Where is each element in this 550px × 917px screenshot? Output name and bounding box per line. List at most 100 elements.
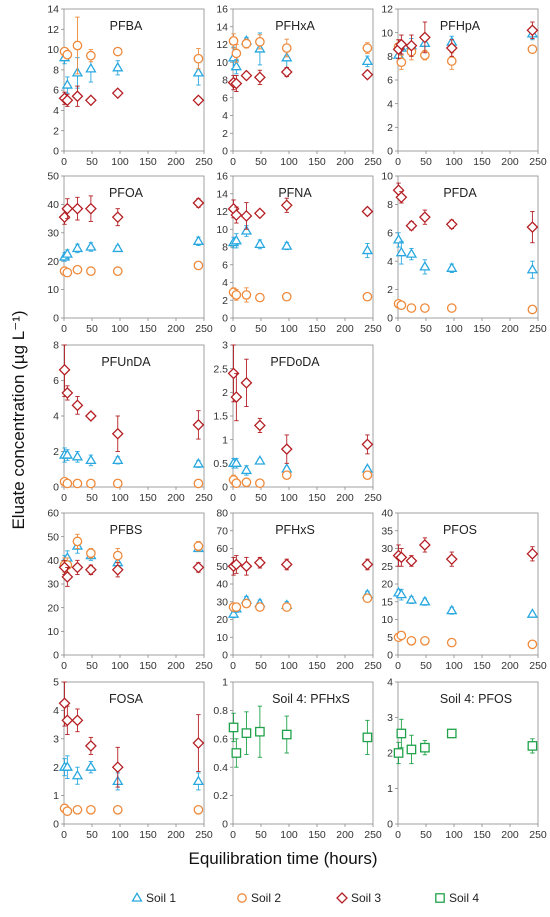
y-tick-label: 20: [381, 579, 393, 591]
y-tick-label: 16: [216, 4, 228, 16]
panel-pfos: 0 5 10 15 20 25 30 35 40 0 50 100 150 200 250 PFOS: [381, 508, 547, 672]
x-tick-label: 0: [230, 660, 236, 672]
x-tick-label: 100: [280, 829, 298, 841]
y-tick-label: 2: [222, 387, 228, 399]
data-point-soil-3: [405, 39, 418, 52]
data-point-soil-3: [361, 558, 374, 571]
y-axis-label: Eluate concentration (µg L⁻¹): [9, 310, 28, 529]
y-tick-label: 14: [216, 21, 228, 33]
y-tick-label: 0: [222, 650, 228, 662]
data-point-soil-3: [418, 539, 431, 551]
data-point-soil-3: [230, 391, 243, 403]
data-point-soil-3: [61, 387, 74, 399]
data-point-soil-2: [362, 291, 373, 302]
data-point-soil-2: [446, 637, 457, 648]
x-tick-label: 250: [195, 323, 213, 335]
data-point-soil-4: [396, 728, 407, 739]
data-point-soil-2: [193, 260, 204, 271]
x-tick-label: 100: [280, 492, 298, 504]
y-tick-label: 2: [53, 446, 59, 458]
plot-frame: [63, 8, 205, 152]
x-tick-label: 100: [111, 492, 129, 504]
y-tick-label: 60: [47, 508, 59, 520]
y-tick-label: 8: [387, 51, 393, 63]
data-point-soil-3: [280, 558, 293, 571]
x-tick-label: 150: [473, 156, 491, 168]
y-tick-label: 2: [387, 284, 393, 296]
x-tick-label: 0: [395, 323, 401, 335]
data-point-soil-1: [85, 62, 97, 73]
x-tick-label: 200: [501, 156, 519, 168]
y-tick-label: 0: [222, 313, 228, 325]
panel-title: PFOS: [443, 523, 477, 537]
data-point-soil-2: [62, 267, 73, 278]
y-tick-label: 10: [216, 224, 228, 236]
x-tick-label: 0: [61, 660, 67, 672]
y-tick-label: 6: [53, 375, 59, 387]
data-point-soil-1: [405, 248, 418, 258]
x-tick-label: 50: [420, 660, 432, 672]
data-point-soil-2: [446, 303, 457, 313]
x-tick-label: 200: [336, 660, 354, 672]
x-tick-label: 150: [308, 660, 326, 672]
x-tick-label: 250: [195, 660, 213, 672]
data-point-soil-2: [281, 470, 292, 481]
x-tick-label: 250: [529, 829, 547, 841]
y-tick-label: 12: [381, 4, 393, 16]
y-tick-label: 4: [53, 411, 59, 423]
data-point-soil-2: [527, 639, 538, 650]
x-tick-label: 100: [445, 660, 463, 672]
x-tick-label: 100: [111, 660, 129, 672]
plot-frame: [63, 175, 205, 319]
y-tick-label: 40: [216, 579, 228, 591]
y-tick-label: 50: [216, 561, 228, 573]
x-tick-label: 50: [420, 829, 432, 841]
data-point-soil-2: [241, 477, 252, 488]
data-point-soil-3: [240, 210, 253, 222]
y-tick-label: 0.5: [213, 458, 228, 470]
data-point-soil-3: [240, 376, 253, 389]
y-tick-label: 0: [387, 146, 393, 158]
y-tick-label: 2: [53, 762, 59, 774]
y-tick-label: 20: [47, 256, 59, 268]
data-point-soil-2: [527, 304, 538, 315]
panel-pfbs: 0 10 20 30 40 50 60 0 50 100 150 200 250 PFBS: [47, 508, 213, 672]
y-tick-label: 12: [216, 39, 228, 51]
panel-title: Soil 4: PFOS: [440, 692, 512, 706]
x-tick-label: 150: [139, 660, 157, 672]
data-point-soil-4: [228, 722, 239, 733]
x-tick-label: 150: [473, 829, 491, 841]
data-point-soil-1: [61, 79, 73, 89]
x-tick-label: 150: [308, 492, 326, 504]
data-point-soil-1: [112, 242, 124, 253]
data-point-soil-4: [281, 729, 292, 740]
data-point-soil-1: [230, 60, 242, 71]
x-tick-label: 150: [308, 829, 326, 841]
y-tick-label: 10: [47, 44, 59, 56]
y-tick-label: 15: [381, 596, 393, 608]
y-tick-label: 4: [387, 256, 393, 268]
x-axis-label: Equilibration time (hours): [189, 849, 378, 868]
y-tick-label: 8: [387, 199, 393, 211]
x-tick-label: 150: [308, 156, 326, 168]
x-tick-label: 50: [255, 156, 267, 168]
x-tick-label: 250: [529, 660, 547, 672]
data-point-soil-3: [111, 87, 124, 100]
data-point-soil-3: [361, 68, 374, 81]
panel-title: PFOA: [109, 186, 144, 200]
x-tick-label: 100: [111, 156, 129, 168]
data-point-soil-2: [255, 292, 265, 303]
x-tick-label: 100: [111, 829, 129, 841]
legend: Soil 1 Soil 2 Soil 3 Soil 4: [131, 891, 479, 905]
x-tick-label: 150: [473, 660, 491, 672]
y-tick-label: 0: [387, 650, 393, 662]
x-tick-label: 200: [501, 660, 519, 672]
data-point-soil-1: [112, 61, 124, 72]
x-tick-label: 50: [86, 660, 98, 672]
data-point-soil-2: [231, 478, 242, 489]
panel-pfunda: 0 2 4 6 8 0 50 100 150 200 250 PFUnDA: [53, 340, 213, 504]
y-tick-label: 10: [216, 632, 228, 644]
data-point-soil-2: [193, 478, 204, 489]
x-tick-label: 50: [86, 323, 98, 335]
